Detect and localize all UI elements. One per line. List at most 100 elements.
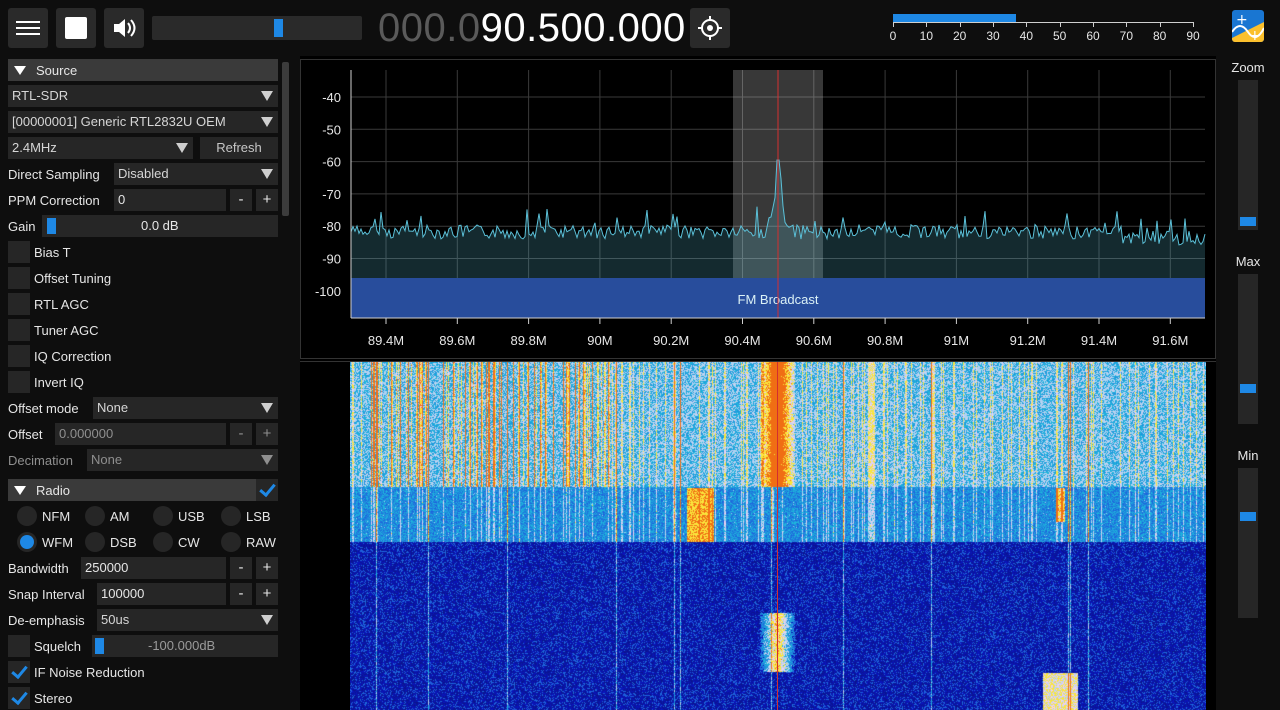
frequency-leading-digits[interactable]: 000.0 <box>378 6 481 50</box>
bandwidth-decrement-button[interactable]: - <box>230 557 252 579</box>
fft-x-tick-label: 89.8M <box>511 333 547 348</box>
volume-slider[interactable] <box>152 16 362 40</box>
chevron-down-icon <box>261 403 273 413</box>
decimation-row: Decimation None <box>8 449 278 471</box>
option-checkbox[interactable] <box>8 293 30 315</box>
speaker-volume-icon <box>114 19 136 37</box>
fft-plot[interactable]: FM Broadcast -40-50-60-70-80-90-100 89.4… <box>301 60 1215 358</box>
zoom-slider[interactable] <box>1238 80 1258 230</box>
app-logo-icon[interactable]: + + <box>1232 10 1264 42</box>
fft-x-tick-label: 90.8M <box>867 333 903 348</box>
checkbox-row: Bias T <box>8 241 278 263</box>
max-slider-handle[interactable] <box>1240 384 1256 393</box>
deemphasis-select[interactable]: 50us <box>97 609 278 631</box>
samplerate-select[interactable]: 2.4MHz <box>8 137 193 159</box>
demod-radio-dsb[interactable] <box>85 532 105 552</box>
fft-x-tick-label: 89.6M <box>439 333 475 348</box>
waterfall-panel[interactable] <box>300 361 1216 710</box>
ppm-decrement-button[interactable]: - <box>230 189 252 211</box>
demod-radio-cw[interactable] <box>153 532 173 552</box>
mute-button[interactable] <box>104 8 144 48</box>
demod-radio-raw[interactable] <box>221 532 241 552</box>
option-checkbox[interactable] <box>8 241 30 263</box>
option-checkbox[interactable] <box>8 345 30 367</box>
volume-slider-handle[interactable] <box>274 19 283 37</box>
snr-tick <box>993 22 994 27</box>
source-type-value: RTL-SDR <box>12 88 69 103</box>
bandwidth-increment-button[interactable]: + <box>256 557 278 579</box>
fft-spectrum-panel[interactable]: FM Broadcast -40-50-60-70-80-90-100 89.4… <box>300 59 1216 359</box>
direct-sampling-value: Disabled <box>118 166 169 181</box>
offset-mode-select[interactable]: None <box>93 397 278 419</box>
demod-radio-wfm[interactable] <box>17 532 37 552</box>
zoom-label: Zoom <box>1231 60 1265 75</box>
max-slider[interactable] <box>1238 274 1258 424</box>
min-slider-handle[interactable] <box>1240 512 1256 521</box>
decimation-select[interactable]: None <box>87 449 278 471</box>
device-value: [00000001] Generic RTL2832U OEM <box>12 114 226 129</box>
demod-radio-label: RAW <box>246 535 276 550</box>
squelch-checkbox[interactable] <box>8 635 30 657</box>
refresh-button[interactable]: Refresh <box>200 137 278 159</box>
decimation-value: None <box>91 452 123 467</box>
ppm-input[interactable]: 0 <box>114 189 226 211</box>
zoom-slider-handle[interactable] <box>1240 217 1256 226</box>
frequency-digits[interactable]: 90.500.000 <box>480 6 686 50</box>
option-checkbox-label: Invert IQ <box>34 375 84 390</box>
ppm-increment-button[interactable]: + <box>256 189 278 211</box>
sidebar-scrollbar[interactable] <box>282 62 289 216</box>
play-stop-button[interactable] <box>56 8 96 48</box>
offset-label: Offset <box>8 427 43 442</box>
radio-section-header[interactable]: Radio <box>8 479 256 501</box>
snr-tick-label: 0 <box>889 29 897 43</box>
if-nr-checkbox[interactable] <box>8 661 30 683</box>
snap-increment-button[interactable]: + <box>256 583 278 605</box>
bandwidth-input[interactable]: 250000 <box>81 557 226 579</box>
waterfall-canvas[interactable] <box>350 362 1206 710</box>
center-tuning-button[interactable] <box>690 8 730 48</box>
direct-sampling-select[interactable]: Disabled <box>114 163 278 185</box>
checkbox-row: Offset Tuning <box>8 267 278 289</box>
snr-tick-label: 50 <box>1052 29 1067 43</box>
demod-radio-nfm[interactable] <box>17 506 37 526</box>
device-select[interactable]: [00000001] Generic RTL2832U OEM <box>8 111 278 133</box>
hamburger-menu-icon <box>16 17 40 39</box>
checkbox-row: IQ Correction <box>8 345 278 367</box>
snr-tick-label: 80 <box>1152 29 1167 43</box>
option-checkbox[interactable] <box>8 371 30 393</box>
main-view: FM Broadcast -40-50-60-70-80-90-100 89.4… <box>300 56 1216 710</box>
demod-radio-am[interactable] <box>85 506 105 526</box>
fft-y-tick-label: -60 <box>322 155 341 170</box>
squelch-slider-handle[interactable] <box>95 638 104 654</box>
snap-interval-input[interactable]: 100000 <box>97 583 226 605</box>
min-slider[interactable] <box>1238 468 1258 618</box>
snap-interval-row: Snap Interval 100000 - + <box>8 583 278 605</box>
option-checkbox[interactable] <box>8 319 30 341</box>
demod-radio-lsb[interactable] <box>221 506 241 526</box>
if-nr-label: IF Noise Reduction <box>34 665 145 680</box>
source-type-select[interactable]: RTL-SDR <box>8 85 278 107</box>
menu-button[interactable] <box>8 8 48 48</box>
snr-tick <box>1059 22 1061 27</box>
offset-input[interactable]: 0.000000 <box>55 423 226 445</box>
demod-radio-label: NFM <box>42 509 71 524</box>
radio-enable-checkbox[interactable] <box>256 479 278 501</box>
chevron-down-icon <box>261 91 273 101</box>
offset-decrement-button[interactable]: - <box>230 423 252 445</box>
chevron-down-icon <box>261 455 273 465</box>
demod-radio-usb[interactable] <box>153 506 173 526</box>
collapse-arrow-icon <box>14 485 26 495</box>
option-checkbox[interactable] <box>8 267 30 289</box>
squelch-slider[interactable]: -100.000dB <box>92 635 278 657</box>
frequency-display[interactable]: 000.090.500.000 <box>378 6 686 50</box>
offset-increment-button[interactable]: + <box>256 423 278 445</box>
squelch-label: Squelch <box>34 639 81 654</box>
snap-decrement-button[interactable]: - <box>230 583 252 605</box>
source-section-header[interactable]: Source <box>8 59 278 81</box>
toolbar: 000.090.500.000 0 10 20 30 40 50 60 70 80 90 + + <box>0 0 1280 56</box>
bandwidth-label: Bandwidth <box>8 561 69 576</box>
gain-slider[interactable]: 0.0 dB <box>42 215 278 237</box>
fft-x-tick-label: 91M <box>944 333 969 348</box>
gain-slider-handle[interactable] <box>47 218 56 234</box>
stereo-checkbox[interactable] <box>8 687 30 709</box>
